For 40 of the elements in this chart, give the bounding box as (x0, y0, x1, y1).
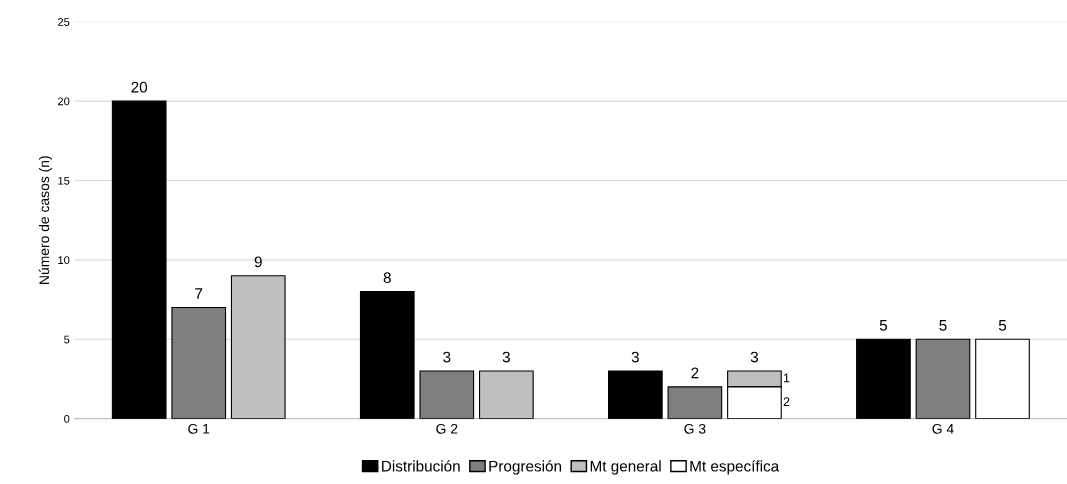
bar (667, 386, 723, 419)
data-label: 5 (998, 320, 1007, 331)
data-label: 5 (939, 320, 947, 331)
legend-label: Mt específica (690, 460, 780, 475)
annotation: 3 (750, 351, 758, 363)
x-tick-label: G 1 (188, 423, 210, 434)
data-label: 2 (691, 367, 699, 379)
x-tick-label: G 2 (436, 423, 458, 434)
y-tick-label: 15 (58, 176, 70, 185)
data-label: 5 (879, 320, 888, 331)
data-label: 20 (131, 81, 148, 93)
data-label: 3 (502, 351, 510, 363)
legend-label: Progresión (489, 460, 562, 475)
data-label: 2 (783, 397, 790, 407)
data-label: 9 (254, 256, 262, 268)
bar (111, 100, 167, 419)
data-label: 7 (195, 288, 203, 299)
y-tick-label: 0 (64, 414, 70, 423)
data-label: 1 (783, 373, 790, 383)
bar (915, 338, 971, 419)
data-label: 8 (383, 272, 391, 284)
y-tick-label: 10 (58, 256, 70, 265)
y-axis-title: Número de casos (n) (38, 156, 52, 284)
bar (171, 306, 227, 419)
bar (230, 275, 286, 419)
legend-label: Mt general (590, 460, 661, 475)
y-tick-label: 20 (58, 97, 70, 106)
y-tick-label: 25 (58, 18, 70, 26)
x-tick-label: G 4 (932, 423, 954, 434)
data-label: 3 (443, 351, 451, 363)
x-tick-label: G 3 (684, 423, 706, 434)
y-tick-label: 5 (64, 335, 70, 344)
bar (359, 291, 415, 419)
legend-label: Distribución (382, 460, 460, 472)
bar (478, 370, 534, 419)
bar (419, 370, 475, 419)
data-label: 3 (631, 351, 639, 363)
bar (607, 370, 663, 419)
bar (856, 338, 911, 419)
bar (975, 338, 1030, 419)
